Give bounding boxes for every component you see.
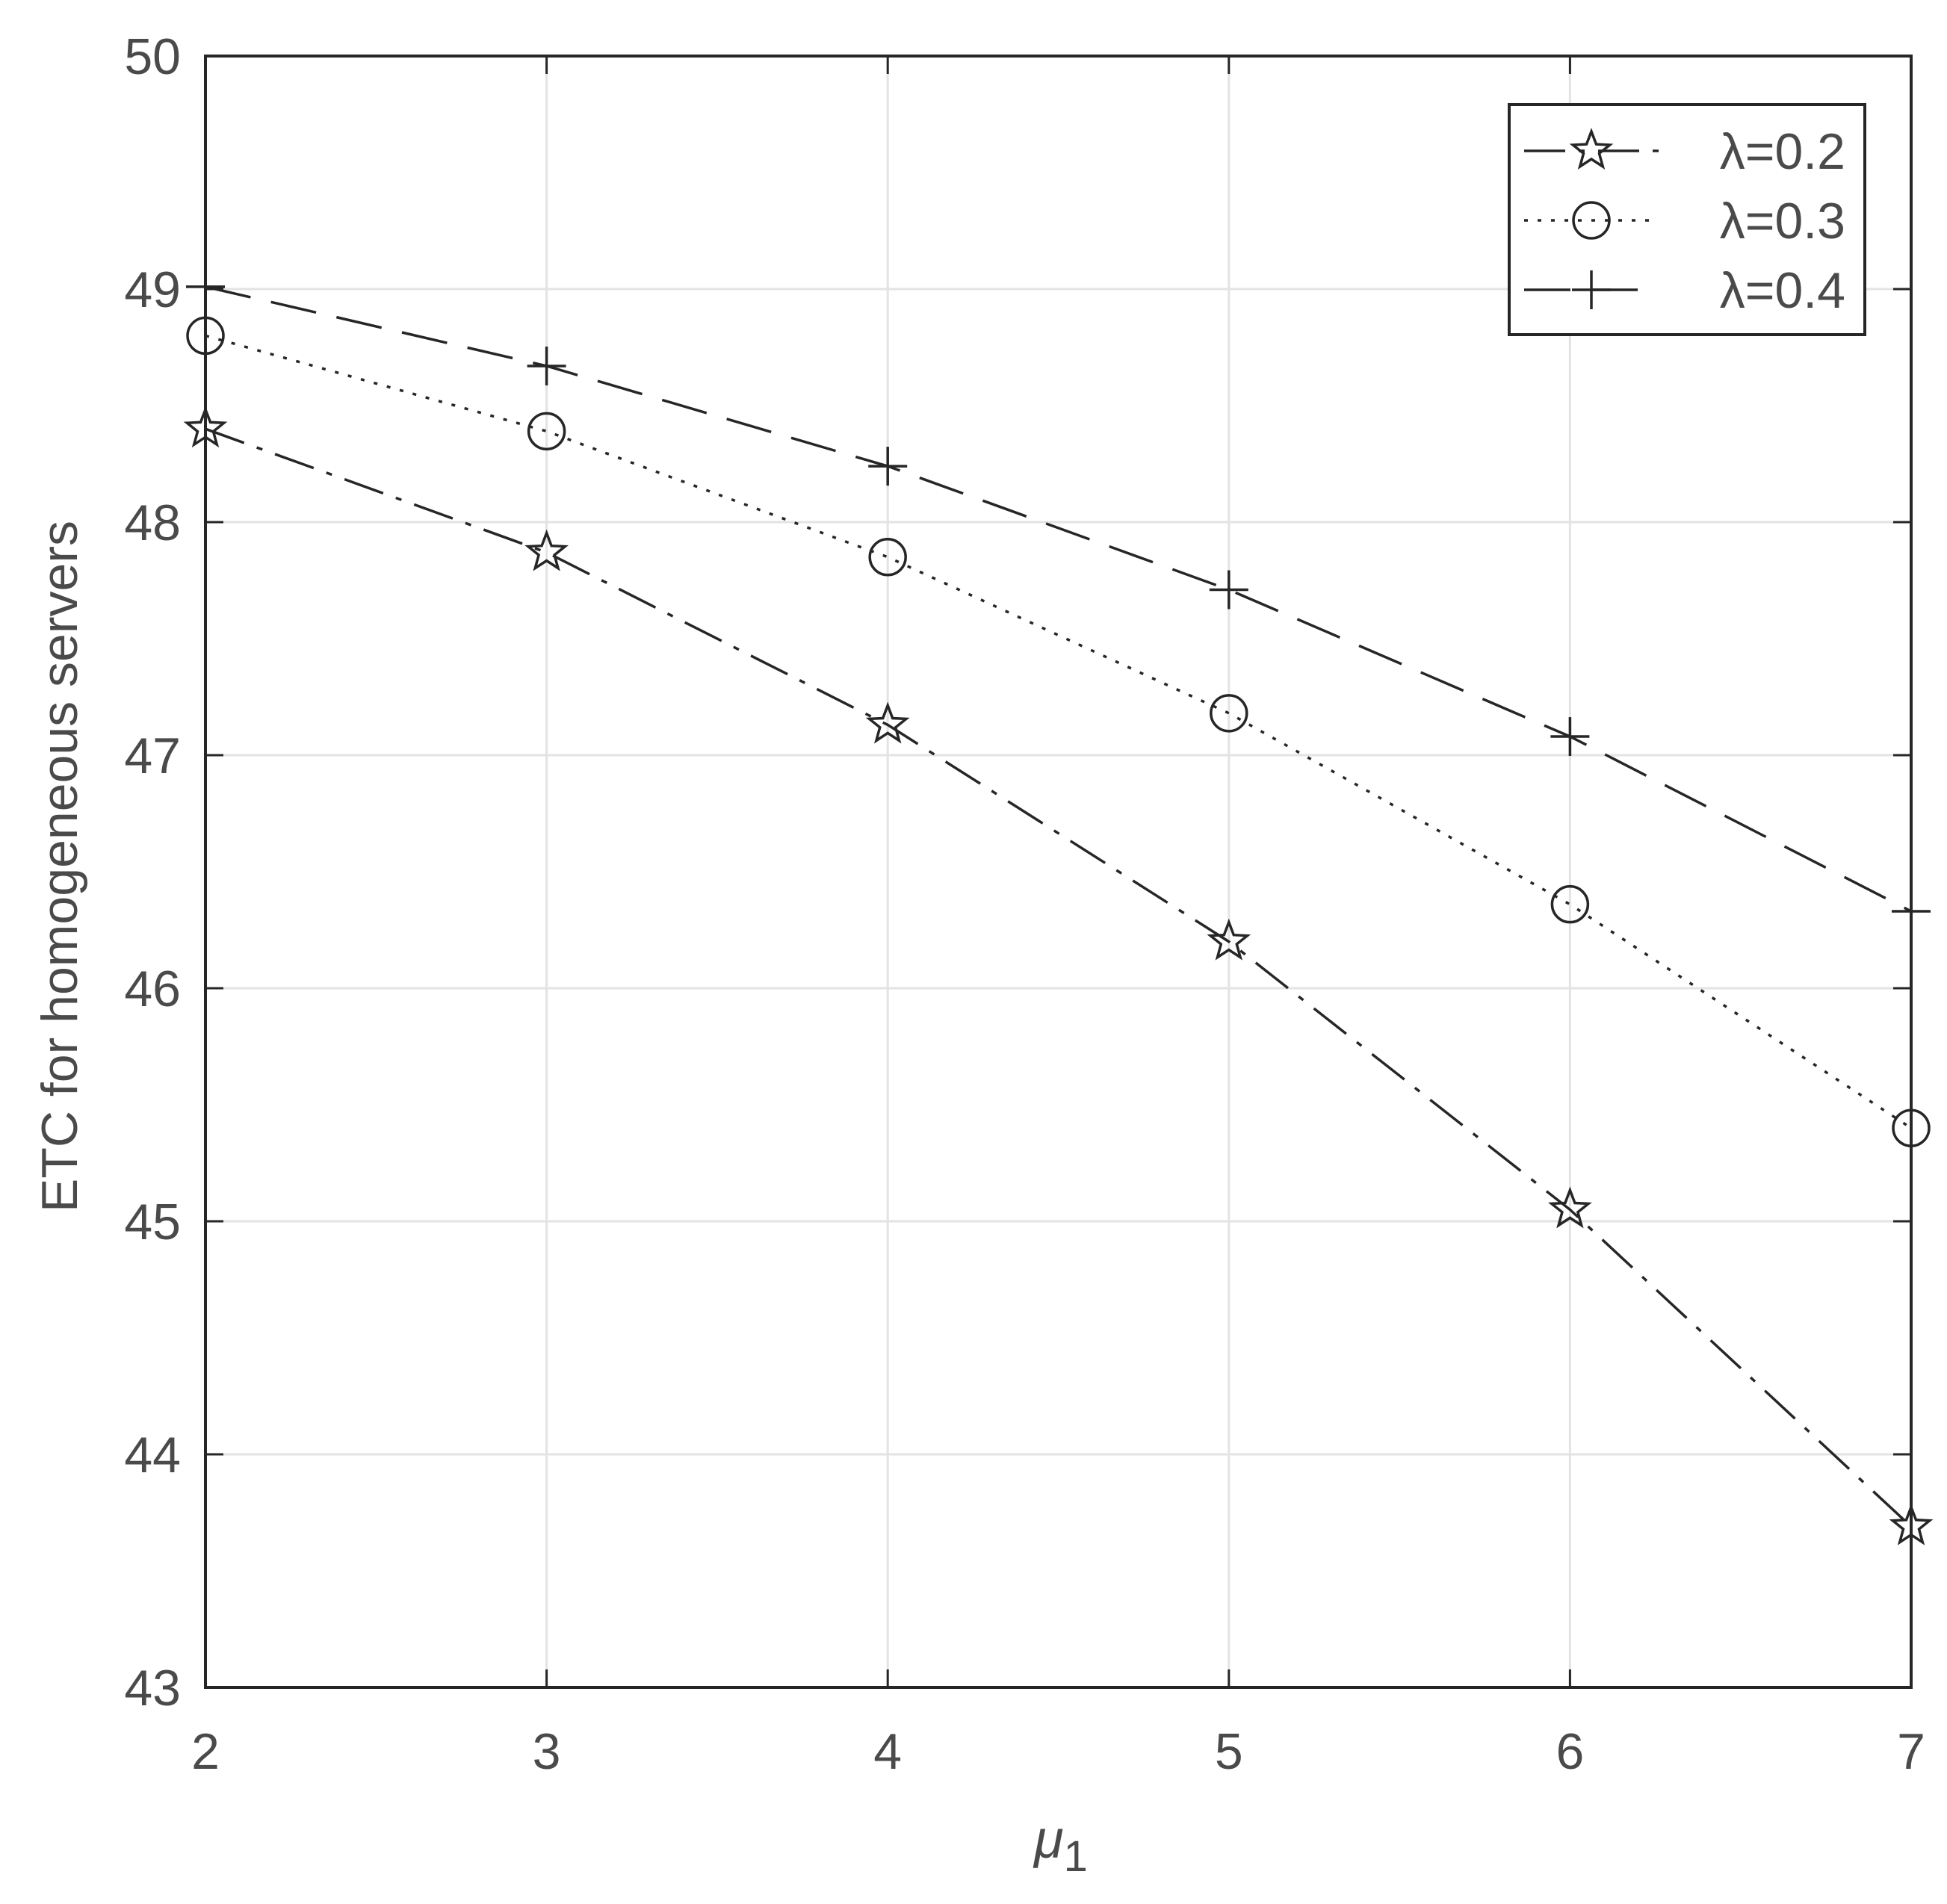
y-tick-label: 45 <box>124 1194 181 1250</box>
y-tick-label: 43 <box>124 1660 181 1717</box>
legend-label: λ=0.2 <box>1720 123 1845 180</box>
legend-label: λ=0.3 <box>1720 193 1845 249</box>
y-tick-label: 50 <box>124 28 181 85</box>
x-axis-tick-labels: 2 3 4 5 6 7 <box>191 1723 1925 1780</box>
legend-label: λ=0.4 <box>1720 262 1845 319</box>
x-tick-label: 2 <box>191 1723 220 1780</box>
data-point-plus <box>1209 570 1248 610</box>
x-tick-label: 4 <box>873 1723 902 1780</box>
data-point-plus <box>868 447 908 486</box>
y-tick-label: 49 <box>124 261 181 318</box>
x-axis-label-subscript: 1 <box>1064 1832 1088 1881</box>
x-tick-label: 6 <box>1556 1723 1584 1780</box>
x-tick-label: 3 <box>533 1723 561 1780</box>
legend-marker-plus <box>1572 270 1611 309</box>
x-tick-label: 5 <box>1215 1723 1243 1780</box>
data-point-circle <box>868 538 907 577</box>
legend-marker-circle <box>1572 201 1611 240</box>
series-line-star <box>205 427 1913 1528</box>
data-point-plus <box>527 346 566 385</box>
plot-area-frame <box>204 55 1913 1689</box>
data-point-star <box>524 529 569 571</box>
data-point-plus <box>1550 717 1590 757</box>
x-axis-label-symbol: μ <box>1033 1810 1063 1870</box>
legend: λ=0.2 λ=0.3 λ=0.4 <box>1508 103 1866 336</box>
y-axis-label: ETC for homogeneous servers <box>31 521 88 1212</box>
data-point-circle <box>1550 884 1590 924</box>
legend-marker-star <box>1569 128 1614 170</box>
y-tick-label: 46 <box>124 961 181 1017</box>
y-axis-tick-labels: 43 44 45 46 47 48 49 50 <box>124 28 181 1717</box>
data-point-circle <box>1210 694 1248 733</box>
data-point-star <box>865 701 910 744</box>
series-line-plus <box>205 285 1912 913</box>
y-tick-label: 44 <box>124 1427 181 1483</box>
x-axis-label: μ1 <box>1033 1810 1088 1881</box>
y-tick-label: 48 <box>124 494 181 551</box>
y-tick-label: 47 <box>124 728 181 784</box>
series-lines <box>205 285 1913 1528</box>
legend-box <box>1508 103 1866 336</box>
data-point-star <box>1548 1186 1592 1229</box>
axis-ticks <box>204 55 1913 1689</box>
data-point-star <box>1207 918 1251 961</box>
data-point-circle <box>527 412 566 451</box>
x-tick-label: 7 <box>1897 1723 1925 1780</box>
